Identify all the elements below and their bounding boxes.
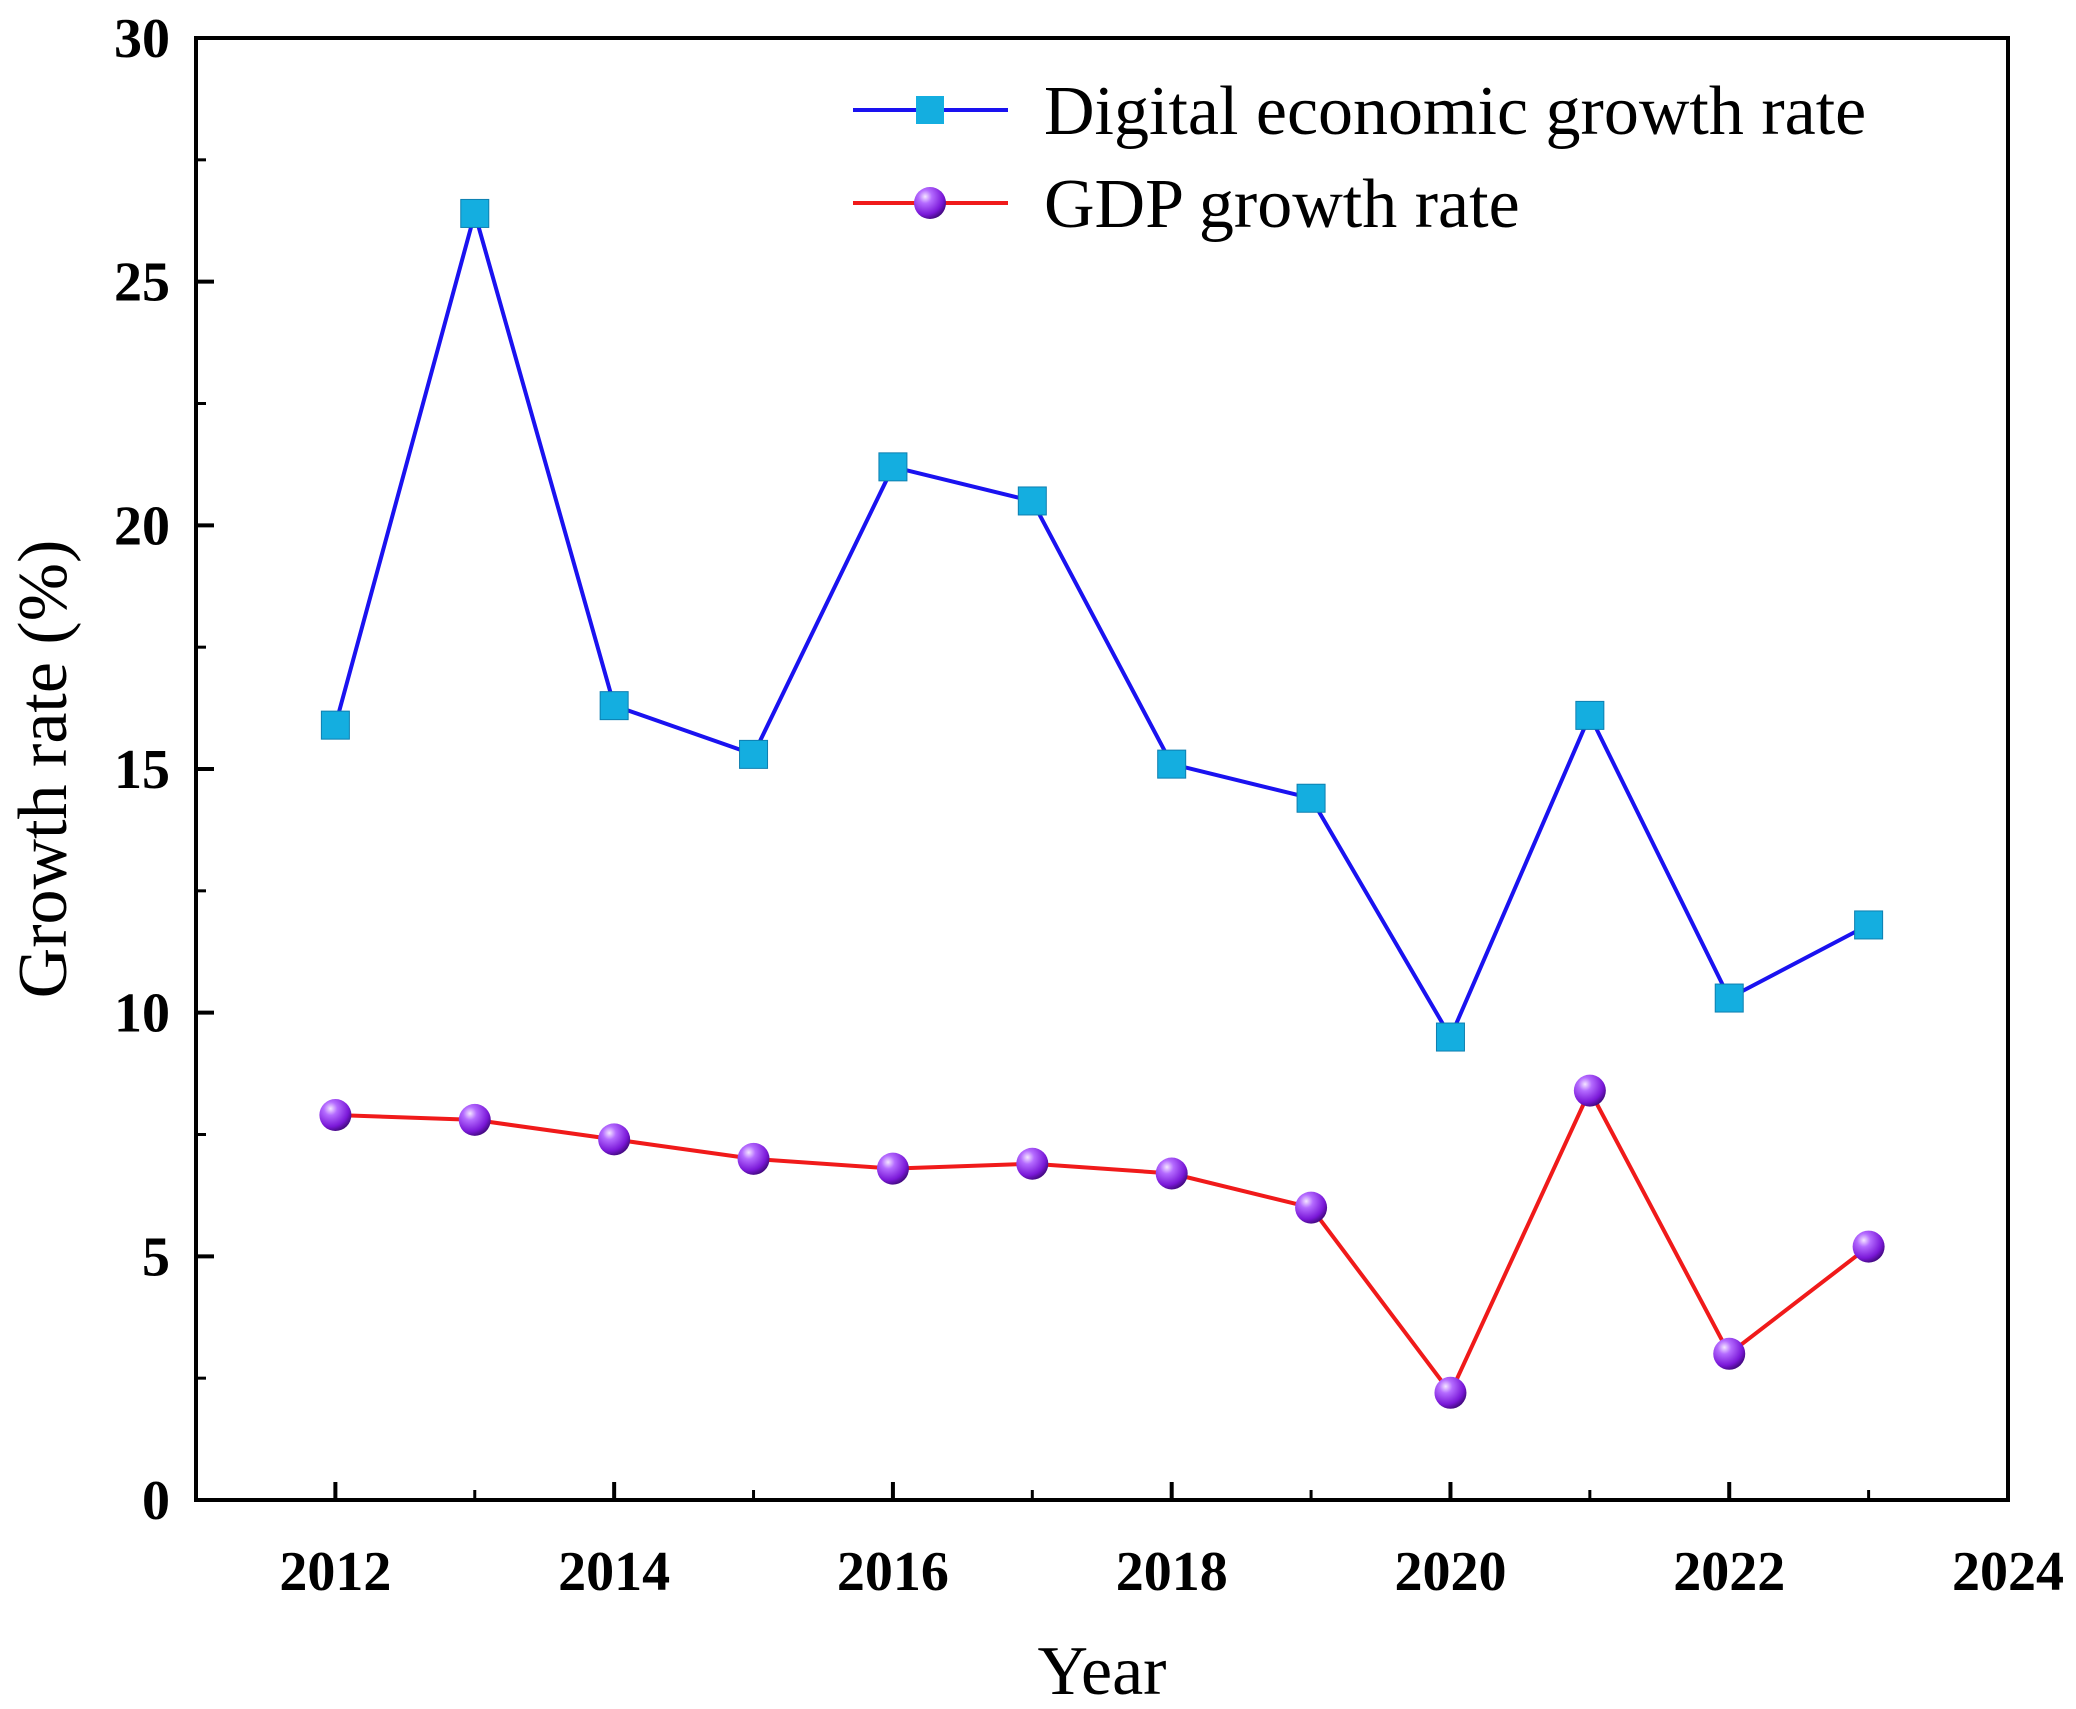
data-point-gdp xyxy=(458,1103,491,1136)
x-tick-label: 2014 xyxy=(558,1541,670,1603)
y-tick-label: 5 xyxy=(142,1226,170,1288)
y-tick-label: 10 xyxy=(114,983,170,1045)
data-point-digital xyxy=(1854,910,1884,940)
x-axis-title: Year xyxy=(1038,1633,1167,1709)
data-point-digital xyxy=(739,739,769,769)
data-point-gdp xyxy=(1713,1337,1746,1370)
y-tick-label: 20 xyxy=(114,495,170,557)
series-line-0 xyxy=(333,211,1870,1039)
data-point-digital xyxy=(1157,749,1187,779)
data-point-gdp xyxy=(1155,1157,1188,1190)
data-point-digital xyxy=(1017,486,1047,516)
series-group xyxy=(319,198,1885,1409)
data-point-digital xyxy=(1435,1022,1465,1052)
x-tick-label: 2024 xyxy=(1952,1541,2064,1603)
axis-ticks: 0 5 10 15 20 25 30 2012 2014 2016 2018 2020 2022 2024 xyxy=(114,8,2064,1603)
data-point-gdp xyxy=(737,1142,770,1175)
data-point-gdp xyxy=(598,1123,631,1156)
data-point-digital xyxy=(1714,983,1744,1013)
data-point-digital xyxy=(1575,700,1605,730)
data-point-digital xyxy=(320,710,350,740)
legend-marker-sphere xyxy=(914,187,946,219)
y-axis-title: Growth rate (%) xyxy=(5,540,82,999)
legend: Digital economic growth rate GDP growth r… xyxy=(853,73,1866,243)
series-line-1 xyxy=(335,1088,1870,1395)
x-tick-label: 2022 xyxy=(1673,1541,1785,1603)
x-tick-label: 2018 xyxy=(1116,1541,1228,1603)
data-point-digital xyxy=(599,691,629,721)
data-point-gdp xyxy=(876,1152,909,1185)
data-point-gdp xyxy=(319,1099,352,1132)
x-tick-label: 2016 xyxy=(837,1541,949,1603)
data-point-digital xyxy=(1296,783,1326,813)
legend-label-1: GDP growth rate xyxy=(1044,166,1520,243)
data-point-gdp xyxy=(1573,1074,1606,1107)
y-tick-label: 0 xyxy=(142,1470,170,1532)
data-point-digital xyxy=(460,198,490,228)
data-point-digital xyxy=(878,452,908,482)
plot-frame xyxy=(194,36,2010,1502)
data-point-gdp xyxy=(1016,1147,1049,1180)
x-tick-label: 2020 xyxy=(1394,1541,1506,1603)
legend-marker-square xyxy=(916,96,944,124)
legend-label-0: Digital economic growth rate xyxy=(1044,73,1866,150)
x-tick-label: 2012 xyxy=(279,1541,391,1603)
y-tick-label: 15 xyxy=(114,739,170,801)
y-tick-label: 30 xyxy=(114,8,170,70)
y-tick-label: 25 xyxy=(114,252,170,314)
data-point-gdp xyxy=(1852,1230,1885,1263)
data-point-gdp xyxy=(1434,1376,1467,1409)
data-point-gdp xyxy=(1295,1191,1328,1224)
